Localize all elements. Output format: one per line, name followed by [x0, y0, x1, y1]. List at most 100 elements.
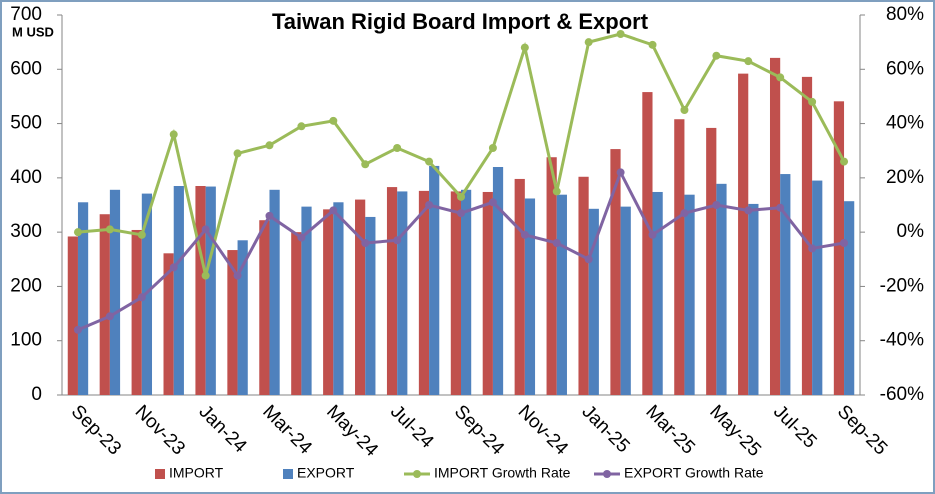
point	[329, 116, 338, 125]
bar	[163, 253, 174, 395]
point	[616, 168, 625, 177]
bar	[109, 189, 121, 395]
bar	[195, 186, 206, 395]
y-tick-label: 400	[10, 167, 42, 188]
bar	[748, 203, 759, 395]
bar	[801, 76, 813, 395]
bar	[131, 229, 142, 395]
bar	[237, 240, 248, 395]
bar	[323, 209, 334, 395]
point	[457, 209, 465, 218]
y-tick-label: 200	[10, 275, 42, 296]
bar	[355, 199, 366, 395]
legend-swatch	[283, 469, 293, 479]
y-axis-label: M USD	[12, 24, 54, 39]
bar	[610, 149, 621, 395]
legend-swatch	[155, 469, 165, 479]
y2-tick-label: -60%	[880, 384, 924, 405]
y2-tick-label: 80%	[886, 4, 924, 25]
point	[425, 157, 434, 166]
bar	[524, 198, 536, 395]
point	[552, 239, 561, 247]
bar	[738, 73, 749, 395]
point	[233, 271, 242, 280]
y-tick-label: 600	[10, 58, 42, 79]
point	[776, 73, 785, 82]
bar	[514, 178, 525, 395]
bar	[716, 183, 727, 395]
point	[393, 236, 402, 245]
point	[584, 255, 593, 264]
point	[744, 206, 753, 215]
point	[73, 228, 82, 237]
bar	[492, 167, 504, 395]
point	[425, 201, 434, 209]
bar	[833, 101, 845, 396]
bar	[291, 232, 302, 395]
point	[233, 149, 242, 158]
bar	[844, 201, 855, 395]
bar	[780, 174, 791, 395]
point	[169, 130, 178, 139]
bar	[429, 165, 440, 395]
point	[329, 206, 338, 215]
point	[840, 239, 849, 247]
point	[361, 239, 370, 247]
point	[297, 122, 306, 131]
point	[840, 157, 849, 166]
point	[616, 30, 625, 38]
point	[137, 230, 146, 239]
legend-label: IMPORT Growth Rate	[434, 465, 571, 481]
y-tick-label: 0	[31, 384, 42, 405]
point	[808, 244, 817, 253]
bar	[546, 157, 557, 395]
point	[169, 263, 178, 272]
bar	[301, 206, 312, 395]
bar	[418, 190, 430, 395]
bar	[620, 206, 631, 395]
point	[201, 271, 210, 280]
bar	[578, 176, 589, 395]
point	[744, 57, 753, 66]
bar	[99, 214, 110, 395]
y2-tick-label: 60%	[886, 58, 924, 79]
bar	[706, 127, 717, 396]
chart-title: Taiwan Rigid Board Import & Export	[272, 9, 649, 34]
bar	[333, 202, 344, 395]
y2-tick-label: 20%	[886, 167, 924, 188]
point	[393, 144, 402, 152]
point	[201, 225, 210, 234]
legend-swatch	[603, 470, 611, 478]
bar	[227, 250, 238, 395]
bar	[461, 189, 472, 395]
bar	[674, 119, 685, 395]
bar	[450, 191, 461, 395]
bar	[205, 186, 216, 395]
point	[265, 141, 274, 150]
bar	[173, 186, 184, 395]
bar	[259, 220, 270, 395]
point	[776, 203, 785, 212]
y2-tick-label: -20%	[880, 275, 924, 296]
bar	[67, 236, 78, 395]
bar	[77, 202, 89, 395]
bar	[482, 191, 493, 395]
point	[712, 201, 721, 209]
bar	[556, 194, 567, 395]
point	[520, 43, 529, 52]
point	[137, 293, 146, 302]
legend-swatch	[413, 470, 421, 478]
point	[488, 198, 497, 207]
point	[584, 38, 593, 47]
bar	[769, 57, 781, 396]
point	[105, 225, 114, 234]
bar	[642, 92, 653, 395]
bar	[269, 189, 280, 395]
point	[680, 209, 689, 218]
point	[105, 312, 114, 321]
legend-label: EXPORT Growth Rate	[624, 465, 764, 481]
y-tick-label: 100	[10, 330, 42, 351]
point	[520, 230, 529, 239]
point	[648, 40, 657, 49]
